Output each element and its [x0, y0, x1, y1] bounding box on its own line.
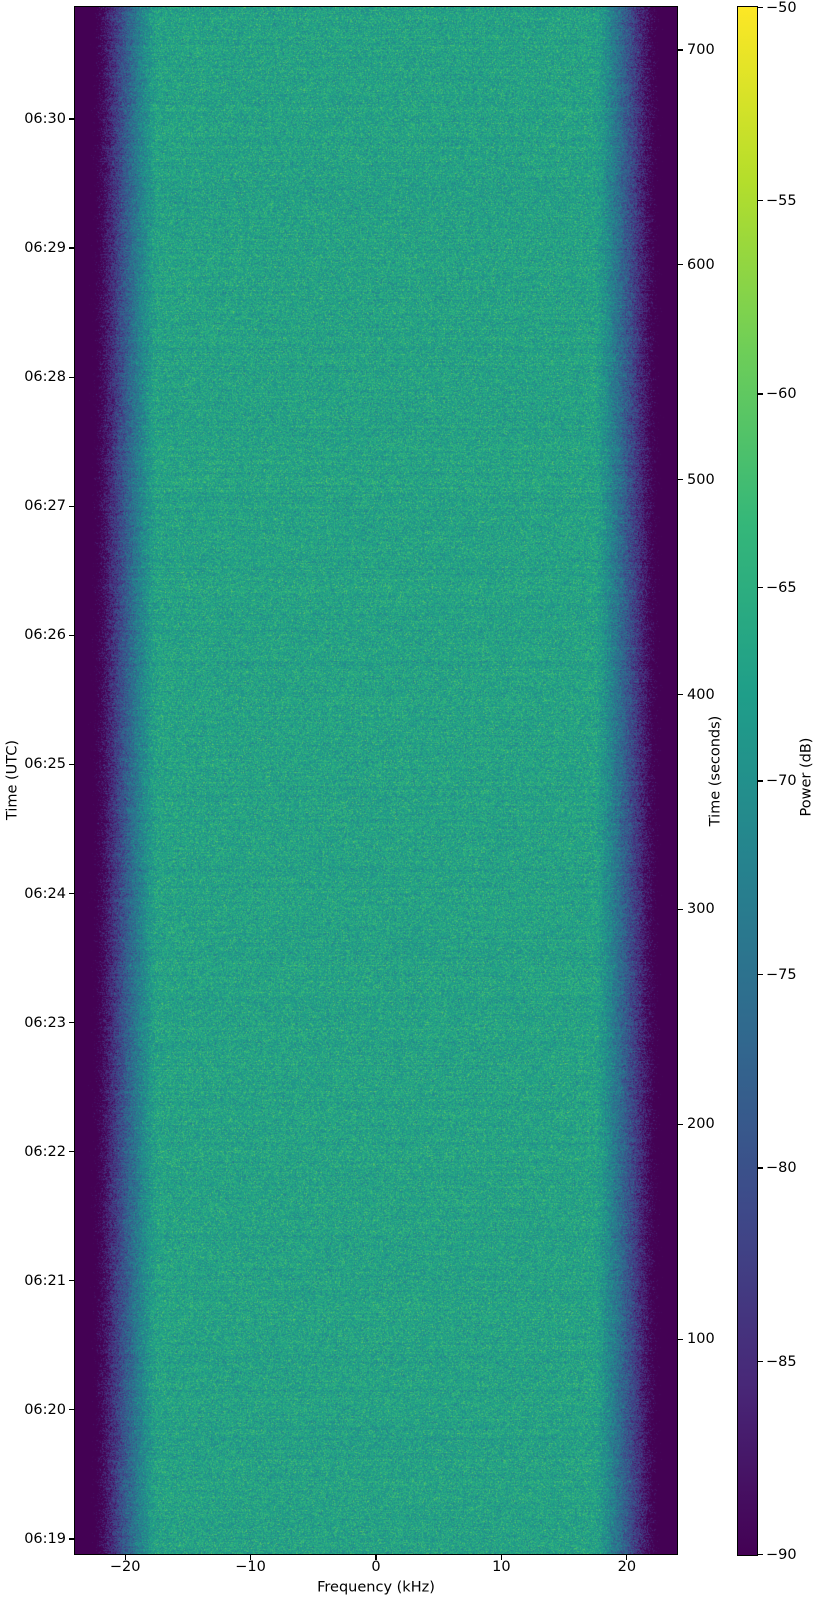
utc-tick-label: 06:19 [24, 1530, 66, 1547]
colorbar-tick-label: −65 [766, 579, 797, 596]
utc-tick-label: 06:23 [24, 1014, 66, 1031]
colorbar-tick [758, 1553, 764, 1555]
colorbar-gradient [737, 6, 758, 1556]
colorbar-tick-label: −50 [766, 0, 797, 16]
colorbar-tick [758, 393, 764, 395]
utc-tick-label: 06:20 [24, 1401, 66, 1418]
utc-tick [68, 892, 74, 895]
seconds-tick-label: 700 [687, 41, 715, 58]
seconds-tick-label: 600 [687, 256, 715, 273]
utc-tick-label: 06:28 [24, 369, 66, 386]
x-tick-label: −10 [235, 1559, 266, 1575]
utc-tick-label: 06:30 [24, 111, 66, 127]
colorbar-tick [758, 199, 764, 202]
x-tick [375, 1555, 377, 1561]
x-axis-label: Frequency (kHz) [317, 1579, 435, 1596]
x-tick [249, 1555, 252, 1561]
colorbar-tick-label: −60 [766, 386, 797, 402]
utc-tick-label: 06:29 [24, 240, 66, 257]
colorbar-tick [758, 7, 764, 9]
colorbar-tick [758, 780, 764, 782]
seconds-tick-label: 200 [687, 1116, 715, 1133]
seconds-tick [678, 1123, 684, 1125]
y-axis-label-utc: Time (UTC) [4, 739, 21, 821]
x-tick-label: −20 [109, 1559, 141, 1575]
seconds-tick [678, 264, 684, 266]
utc-tick [68, 247, 74, 249]
colorbar-tick-label: −70 [766, 773, 797, 789]
colorbar-tick [758, 1360, 764, 1363]
colorbar-tick-label: −85 [766, 1353, 797, 1370]
utc-tick [68, 763, 74, 766]
seconds-tick-label: 400 [687, 686, 715, 703]
seconds-tick-label: 300 [687, 901, 715, 918]
seconds-tick [678, 49, 684, 51]
x-tick-label: 20 [617, 1559, 637, 1575]
x-tick-label: 10 [492, 1559, 511, 1575]
colorbar-label: Power (dB) [798, 737, 815, 817]
utc-tick [68, 1022, 74, 1024]
spectrogram-canvas [74, 6, 677, 1554]
utc-tick [68, 1280, 74, 1282]
utc-tick [68, 1409, 74, 1411]
colorbar-tick [758, 586, 764, 589]
utc-tick [68, 634, 74, 636]
colorbar-tick [758, 973, 764, 976]
x-tick-label: 0 [371, 1559, 381, 1575]
y-axis-label-seconds: Time (seconds) [707, 715, 724, 827]
x-tick [500, 1555, 502, 1561]
seconds-tick [678, 693, 684, 696]
utc-tick-label: 06:21 [24, 1272, 66, 1289]
colorbar-tick-label: −90 [766, 1547, 797, 1563]
colorbar-tick-label: −55 [766, 192, 797, 209]
utc-tick-label: 06:25 [24, 756, 66, 773]
seconds-tick-label: 100 [687, 1331, 715, 1348]
seconds-tick [678, 908, 684, 910]
colorbar [736, 5, 759, 1557]
colorbar-tick-label: −80 [766, 1160, 797, 1176]
utc-tick [68, 1151, 74, 1153]
utc-tick-label: 06:26 [24, 627, 66, 644]
x-tick [626, 1555, 628, 1561]
utc-tick [68, 1538, 74, 1540]
plot-area [73, 5, 679, 1556]
utc-tick-label: 06:27 [24, 498, 66, 515]
utc-tick [68, 118, 74, 120]
utc-tick-label: 06:24 [24, 885, 66, 902]
seconds-tick [678, 479, 684, 481]
utc-tick [68, 376, 74, 378]
utc-tick-label: 06:22 [24, 1143, 66, 1160]
x-tick [124, 1555, 126, 1561]
colorbar-tick-label: −75 [766, 966, 797, 983]
seconds-tick [678, 1338, 684, 1340]
colorbar-tick [758, 1167, 764, 1169]
utc-tick [68, 505, 74, 507]
seconds-tick-label: 500 [687, 471, 715, 488]
